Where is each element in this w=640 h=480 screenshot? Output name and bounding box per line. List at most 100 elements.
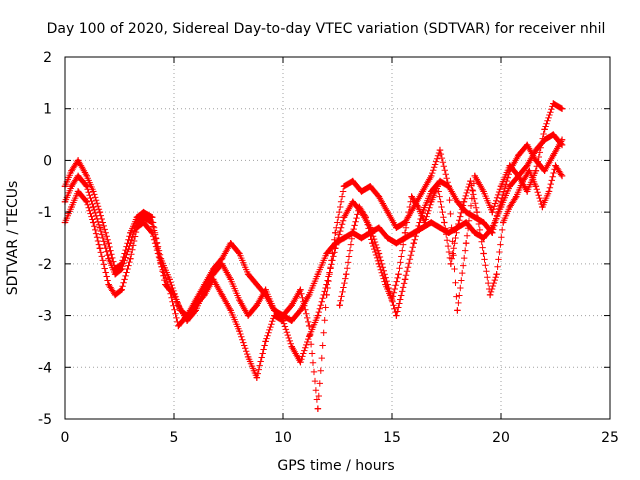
data-point (523, 188, 531, 195)
data-point (486, 291, 494, 299)
data-point (497, 183, 505, 190)
data-point (436, 146, 444, 154)
data-point (314, 271, 322, 278)
data-point (421, 219, 428, 226)
data-point (526, 167, 533, 174)
data-point (558, 136, 566, 143)
data-point (183, 317, 191, 324)
data-point (473, 208, 481, 216)
y-tick-label: -3 (38, 309, 52, 325)
data-point (74, 157, 82, 164)
data-point (149, 219, 156, 226)
data-point (434, 183, 441, 190)
data-point (68, 183, 75, 190)
data-point (471, 214, 479, 221)
data-point (68, 203, 75, 211)
x-axis-label: GPS time / hours (277, 458, 394, 474)
data-point (83, 183, 90, 190)
data-point (419, 188, 426, 195)
x-tick-label: 20 (492, 430, 510, 446)
data-point (288, 343, 295, 350)
data-point (384, 208, 391, 216)
data-point (480, 250, 487, 257)
data-point (288, 302, 295, 309)
data-point (68, 167, 75, 174)
data-point (445, 183, 452, 190)
data-point (253, 302, 261, 309)
data-point (262, 338, 269, 345)
data-point (166, 276, 173, 283)
y-tick-label: -2 (38, 257, 52, 273)
series-track-4 (336, 162, 566, 309)
data-point (414, 203, 422, 211)
series-track-3 (61, 100, 566, 412)
data-point (358, 234, 365, 242)
data-point (454, 224, 461, 231)
y-tick-label: -5 (38, 412, 52, 428)
data-point (489, 208, 496, 216)
data-point (90, 188, 97, 195)
data-point (558, 172, 566, 180)
data-point (314, 312, 322, 319)
data-point (395, 271, 402, 278)
data-point (323, 281, 330, 288)
data-point (227, 276, 234, 283)
data-point (90, 203, 97, 211)
data-point (532, 183, 540, 190)
data-point (523, 162, 531, 169)
data-point (454, 198, 461, 205)
data-point (408, 193, 415, 200)
data-point (332, 229, 339, 237)
data-point (279, 312, 287, 319)
x-tick-label: 10 (274, 430, 292, 446)
data-point (297, 286, 304, 293)
data-point (118, 286, 125, 293)
data-point (297, 307, 304, 314)
data-point (111, 271, 119, 278)
data-point (90, 219, 97, 226)
data-point (393, 239, 400, 247)
data-point (471, 229, 479, 237)
data-point (384, 234, 391, 242)
data-point (489, 229, 496, 237)
data-point (218, 260, 226, 268)
data-point (454, 307, 461, 314)
data-point (349, 177, 356, 185)
data-point (96, 224, 104, 231)
data-point (513, 193, 520, 200)
data-point (447, 260, 455, 268)
plot-frame (64, 56, 611, 420)
x-tick-label: 5 (170, 430, 179, 446)
data-point (428, 198, 435, 205)
data-point (436, 224, 444, 231)
data-point (340, 234, 348, 242)
data-point (519, 177, 526, 185)
data-point (227, 239, 234, 247)
series-track-2 (61, 136, 566, 381)
data-point (382, 281, 389, 288)
data-point (436, 177, 444, 185)
y-tick-label: 1 (43, 102, 52, 118)
data-points (61, 100, 566, 412)
data-point (74, 188, 82, 195)
data-point (236, 327, 243, 335)
data-point (192, 307, 199, 314)
data-point (428, 188, 435, 195)
data-point (471, 172, 479, 180)
data-point (532, 167, 540, 174)
data-point (105, 239, 112, 247)
data-point (401, 229, 409, 237)
data-point (349, 198, 356, 205)
data-point (393, 224, 400, 231)
data-point (340, 214, 348, 221)
y-tick-label: -4 (38, 360, 52, 376)
data-point (545, 188, 553, 195)
data-point (358, 188, 365, 195)
data-point (175, 302, 182, 309)
data-point (480, 219, 487, 226)
data-point (305, 333, 313, 340)
data-point (419, 224, 426, 231)
data-point (236, 250, 243, 257)
data-point (480, 188, 487, 195)
data-point (499, 219, 507, 226)
